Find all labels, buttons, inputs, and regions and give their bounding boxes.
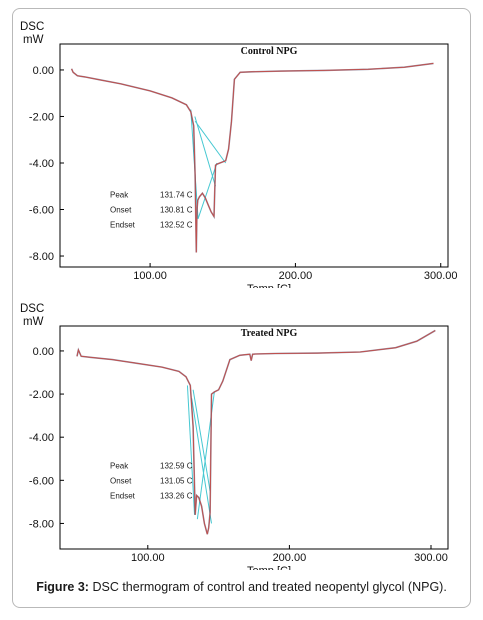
annotation-label: Onset — [110, 476, 132, 485]
annotation-label: Peak — [110, 191, 129, 200]
y-axis-unit: mW — [23, 316, 44, 328]
y-axis-title: DSC — [20, 21, 44, 33]
y-axis-title: DSC — [20, 303, 44, 315]
annotation-value: 131.74 C — [160, 191, 193, 200]
dsc-curve-shadow — [76, 329, 436, 535]
tangent-line — [191, 398, 213, 524]
tangent-line — [186, 385, 196, 515]
tangent-line — [197, 162, 218, 219]
plot-frame — [59, 43, 449, 268]
x-tick-label: 300.00 — [424, 270, 458, 282]
x-tick-label: 200.00 — [273, 552, 307, 564]
y-tick-label: -2.00 — [29, 111, 54, 123]
y-tick-label: 0.00 — [33, 346, 54, 358]
x-tick-label: 100.00 — [133, 270, 167, 282]
annotation-value: 132.59 C — [160, 461, 193, 470]
y-axis-unit: mW — [23, 34, 44, 46]
plot-frame — [59, 325, 449, 550]
y-tick-label: -4.00 — [29, 432, 54, 444]
figure-frame — [12, 8, 471, 608]
y-tick-label: -8.00 — [29, 518, 54, 530]
y-tick-label: -4.00 — [29, 158, 54, 170]
tangent-line — [194, 116, 216, 187]
x-tick-label: 200.00 — [279, 270, 313, 282]
dsc-curve — [71, 62, 434, 253]
y-tick-label: 0.00 — [33, 65, 54, 77]
caption-text: DSC thermogram of control and treated ne… — [92, 580, 447, 594]
tangent-line — [192, 389, 211, 492]
x-axis-title: Temp [C] — [247, 283, 291, 288]
annotation-value: 133.26 C — [160, 491, 193, 500]
tangent-line — [194, 120, 227, 164]
chart-title: Treated NPG — [241, 328, 298, 339]
x-axis-title: Temp [C] — [247, 565, 291, 570]
y-tick-label: -6.00 — [29, 475, 54, 487]
caption-label: Figure 3: — [36, 580, 89, 594]
annotation-label: Endset — [110, 491, 136, 500]
y-tick-label: -8.00 — [29, 251, 54, 263]
chart-title: Control NPG — [241, 46, 298, 57]
figure-caption: Figure 3: DSC thermogram of control and … — [12, 580, 471, 594]
annotation-label: Peak — [110, 461, 129, 470]
dsc-curve — [76, 330, 436, 535]
x-tick-label: 100.00 — [131, 552, 165, 564]
x-tick-label: 300.00 — [414, 552, 448, 564]
annotation-value: 132.52 C — [160, 221, 193, 230]
annotation-value: 130.81 C — [160, 206, 193, 215]
annotation-label: Endset — [110, 221, 136, 230]
annotation-label: Onset — [110, 206, 132, 215]
y-tick-label: -6.00 — [29, 205, 54, 217]
annotation-value: 131.05 C — [160, 476, 193, 485]
y-tick-label: -2.00 — [29, 389, 54, 401]
